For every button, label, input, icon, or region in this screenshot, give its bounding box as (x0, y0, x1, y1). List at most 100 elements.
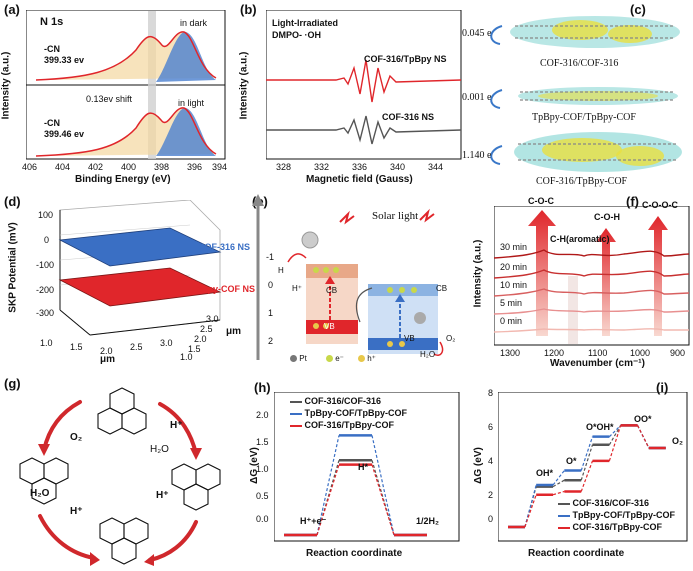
legend-swatch (558, 526, 570, 529)
energy-connector (524, 494, 537, 528)
cycle-arrows (38, 400, 198, 562)
d-ytick: -100 (36, 260, 55, 270)
panel-h: (h) ΔG (eV) 2.0 1.5 1.0 0.5 0.0 COF-316/… (240, 374, 466, 571)
a-cond-dark: in dark (180, 18, 208, 28)
d-ztick: 2.0 (194, 334, 207, 344)
f-time-2: 20 min (500, 262, 528, 272)
energy-connector (316, 464, 340, 536)
energy-connector (637, 425, 650, 449)
g-label-o2: O₂ (70, 432, 83, 443)
e-h2o: H₂O (420, 350, 436, 359)
f-time-1: 30 min (500, 242, 528, 252)
a-title: N 1s (40, 16, 64, 28)
i-step-2: O* (566, 456, 577, 466)
a-peak-dark: -CN (44, 44, 60, 54)
b-xtick: 328 (276, 162, 292, 172)
xlabel-h: Reaction coordinate (306, 548, 403, 559)
d-ytick: -300 (36, 308, 55, 318)
a-xtick: 406 (22, 162, 38, 172)
panel-label-d: (d) (4, 194, 21, 209)
energy-connector (552, 490, 565, 496)
a-shift: 0.13ev shift (86, 94, 133, 104)
panel-label-g: (g) (4, 376, 21, 391)
d-surface-bottom-label: TpBpy-COF NS (190, 284, 255, 294)
panel-b: (b) Intensity (a.u.) Light-Irradiated DM… (236, 0, 466, 190)
a-xtick: 402 (88, 162, 104, 172)
panel-g: (g) O₂ H⁺ H₂O H₂O H⁺ H⁺ (0, 374, 240, 571)
h-start-label: H⁺+e⁻ (300, 516, 327, 526)
legend-swatch (558, 502, 570, 505)
panel-label-f: (f) (626, 194, 639, 209)
molecule-structures (19, 387, 221, 565)
xlabel-i: Reaction coordinate (528, 548, 625, 559)
f-xtick: 1200 (544, 348, 565, 358)
a-xtick: 404 (55, 162, 71, 172)
b-series-top: COF-316/TpBpy NS (364, 54, 447, 64)
b-title-2: DMPO- ·OH (272, 30, 321, 40)
g-label-h1: H⁺ (170, 420, 183, 431)
e-h2: H (278, 266, 284, 275)
d-ztick: 1.0 (180, 352, 193, 362)
ylabel-i: ΔG (eV) (472, 447, 484, 484)
panel-label-c: (c) (630, 2, 646, 17)
legend-swatch (558, 514, 570, 517)
energy-connector (552, 479, 565, 488)
f-time-3: 10 min (500, 280, 528, 290)
energy-connector (316, 435, 340, 536)
b-xtick: 344 (428, 162, 444, 172)
c-charge-2: 0.001 e (462, 92, 492, 103)
i-ytick: 4 (488, 456, 494, 466)
ylabel-a: Intensity (a.u.) (0, 51, 12, 120)
energy-connector (371, 460, 395, 536)
e-tick: 0 (268, 280, 274, 290)
a-xtick: 400 (121, 162, 137, 172)
xlabel-b: Magnetic field (Gauss) (306, 174, 413, 185)
energy-connector (608, 425, 622, 446)
legend-swatch (290, 412, 302, 415)
c-charge-1: 0.045 e (462, 28, 492, 39)
f-xtick: 900 (670, 348, 686, 358)
energy-connector (371, 435, 395, 536)
density-row-2 (490, 87, 678, 109)
e-tick: 1 (268, 308, 274, 318)
a-xtick: 396 (187, 162, 203, 172)
panel-a: (a) Intensity (a.u.) N 1s in dark -CN 39… (0, 0, 230, 190)
b-title-1: Light-Irradiated (272, 18, 339, 28)
a-xtick: 398 (154, 162, 170, 172)
plot-a (26, 10, 226, 160)
f-aromatic: C-H(aromatic) (550, 234, 610, 244)
ylabel-d: SKP Potential (mV) (7, 222, 19, 313)
f-xtick: 1000 (630, 348, 651, 358)
e-title: Solar light (372, 210, 419, 222)
energy-connector (580, 444, 594, 481)
e-hplus: H⁺ (292, 284, 302, 293)
i-legend-3: COF-316/TpBpy-COF (558, 522, 662, 532)
panel-label-b: (b) (240, 2, 257, 17)
e-vb-left: VB (324, 322, 335, 331)
e-cb-right: CB (436, 284, 448, 293)
energy-connector (371, 464, 395, 536)
panel-i: (i) ΔG (eV) 8 6 4 2 0 OH* O* O*OH* OO* O… (466, 374, 693, 571)
energy-connector (608, 425, 622, 462)
i-ytick: 8 (488, 388, 494, 398)
e-vb-right: VB (404, 334, 415, 343)
density-row-1 (490, 16, 680, 48)
g-label-h2o-2: H₂O (30, 488, 50, 499)
charge-density-images (490, 16, 682, 172)
panel-d: (d) SKP Potential (mV) 100 0 -100 -200 -… (0, 192, 255, 370)
electron-dot-icon (326, 355, 333, 363)
plot-f (494, 206, 690, 346)
i-step-4: OO* (634, 414, 652, 424)
d-xtick: 2.0 (100, 346, 113, 356)
plot-i (498, 392, 688, 542)
d-ztick: 2.5 (200, 324, 213, 334)
d-xtick: 1.5 (70, 342, 83, 352)
h-ytick: 0.0 (256, 514, 269, 524)
g-label-h2: H⁺ (70, 506, 83, 517)
f-band-2: C-O-H (594, 212, 620, 222)
b-xtick: 336 (352, 162, 368, 172)
plot-h (274, 392, 460, 542)
e-legend-pt: Pt (290, 354, 307, 363)
panel-f: (f) Intensity (a.u.) C-O-C C-O-H C-O-O-C… (466, 192, 693, 370)
d-xtick: 3.0 (160, 338, 173, 348)
